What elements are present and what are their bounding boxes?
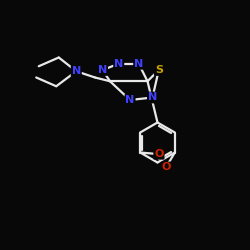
Text: N: N — [72, 66, 81, 76]
Text: O: O — [154, 149, 164, 159]
Text: S: S — [155, 65, 163, 75]
Text: O: O — [162, 162, 171, 172]
Text: N: N — [126, 95, 134, 105]
Text: N: N — [114, 59, 124, 69]
Text: N: N — [134, 59, 143, 69]
Text: N: N — [148, 92, 157, 102]
Text: N: N — [98, 65, 107, 75]
